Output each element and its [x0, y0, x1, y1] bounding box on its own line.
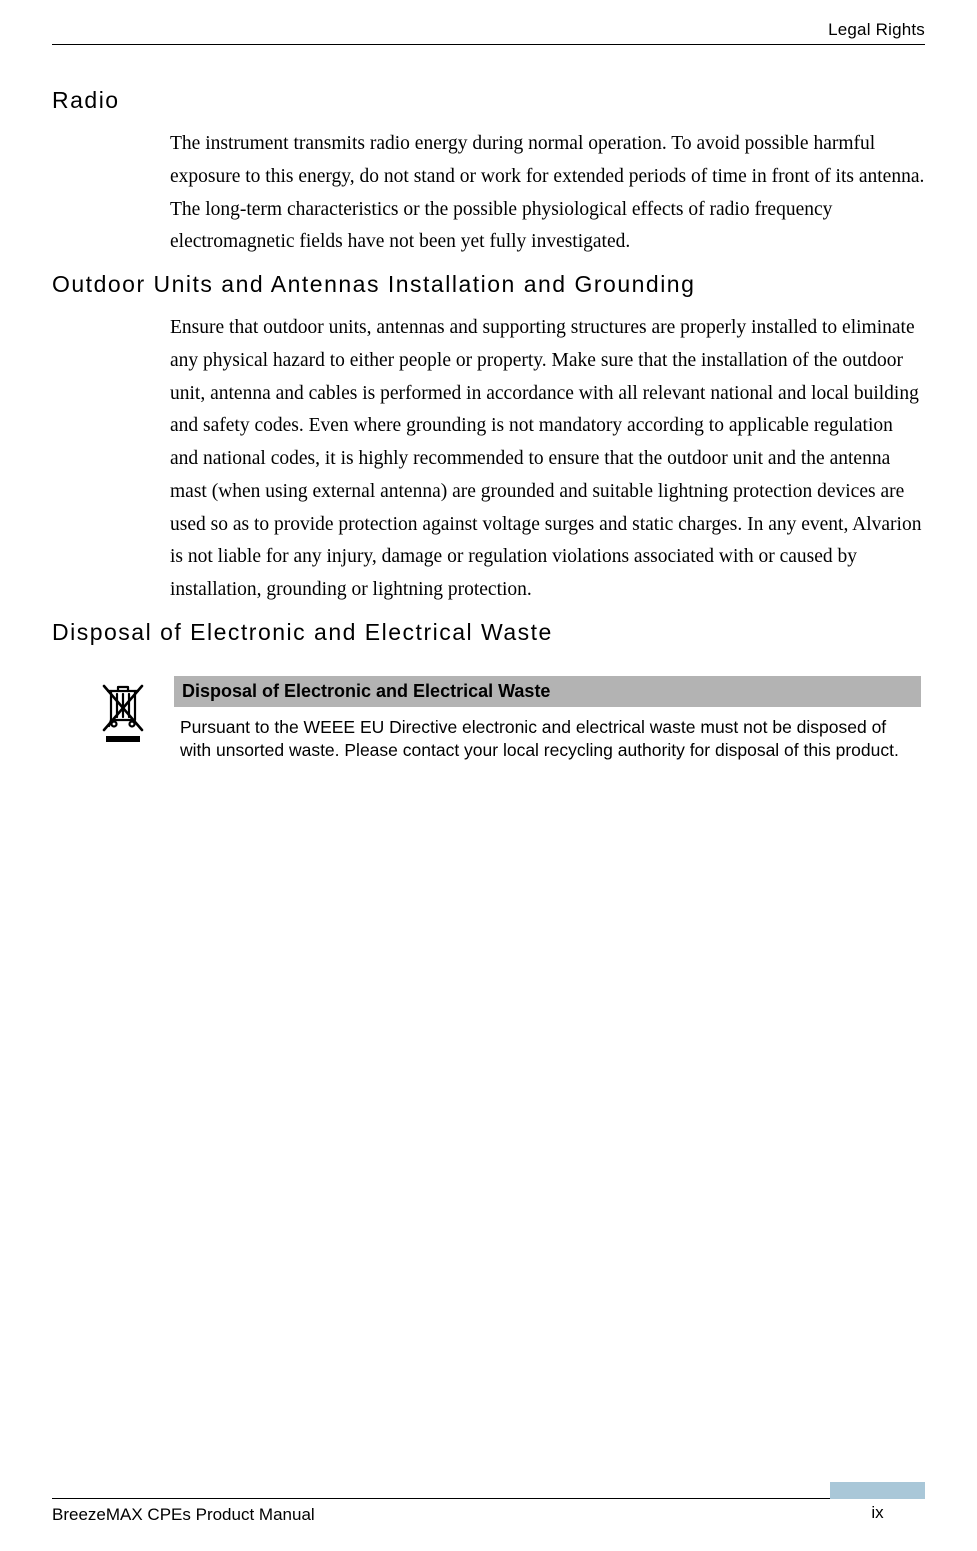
page-footer: BreezeMAX CPEs Product Manual ix — [52, 1479, 925, 1525]
disposal-notice-body: Pursuant to the WEEE EU Directive electr… — [174, 707, 921, 763]
body-outdoor: Ensure that outdoor units, antennas and … — [170, 312, 925, 607]
footer-rule — [52, 1479, 925, 1499]
disposal-notice-title: Disposal of Electronic and Electrical Wa… — [174, 676, 921, 707]
page-content: Legal Rights Radio The instrument transm… — [0, 0, 977, 763]
page-header: Legal Rights — [52, 20, 925, 45]
footer-doc-title: BreezeMAX CPEs Product Manual — [52, 1505, 315, 1525]
heading-disposal: Disposal of Electronic and Electrical Wa… — [52, 619, 925, 646]
disposal-notice: Disposal of Electronic and Electrical Wa… — [100, 676, 925, 763]
footer-rule-line — [52, 1498, 830, 1499]
footer-page-tab — [830, 1482, 925, 1499]
weee-bin-icon — [100, 682, 146, 749]
heading-outdoor: Outdoor Units and Antennas Installation … — [52, 271, 925, 298]
heading-radio: Radio — [52, 87, 925, 114]
disposal-notice-box: Disposal of Electronic and Electrical Wa… — [174, 676, 921, 763]
body-radio: The instrument transmits radio energy du… — [170, 128, 925, 259]
header-section-title: Legal Rights — [52, 20, 925, 40]
footer-page-number: ix — [830, 1503, 925, 1523]
footer-text: BreezeMAX CPEs Product Manual ix — [52, 1505, 925, 1525]
